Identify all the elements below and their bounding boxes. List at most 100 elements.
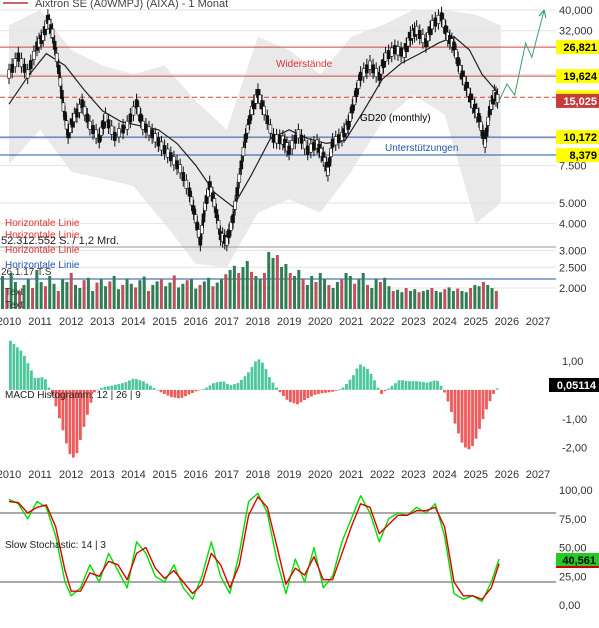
macd-bar bbox=[16, 347, 19, 390]
macd-bar bbox=[474, 389, 478, 439]
year-tick-label: 2016 bbox=[183, 316, 207, 328]
volume-bar bbox=[348, 276, 352, 309]
volume-bar bbox=[185, 280, 189, 309]
horizontale-linie-label-1[interactable]: Horizontale Linie bbox=[5, 218, 80, 229]
candle-body bbox=[22, 63, 27, 73]
price-label-badge: 8,379 bbox=[556, 148, 599, 163]
volume-bar bbox=[1, 276, 5, 309]
text-label-2[interactable]: Text bbox=[5, 300, 24, 311]
volume-bar bbox=[280, 267, 284, 309]
candle-body bbox=[113, 131, 117, 141]
candle-body bbox=[414, 25, 419, 35]
horizontale-linie-label-2[interactable]: Horizontale Linie bbox=[5, 230, 80, 241]
macd-bar bbox=[292, 389, 296, 404]
volume-bar bbox=[35, 270, 39, 309]
volume-bar bbox=[344, 273, 348, 309]
macd-bar bbox=[254, 361, 257, 390]
candle-body bbox=[60, 90, 64, 99]
candle-body bbox=[141, 120, 145, 130]
candle-body bbox=[121, 124, 125, 134]
macd-bar bbox=[453, 389, 457, 424]
volume-bars bbox=[1, 252, 498, 309]
macd-bar bbox=[492, 389, 495, 394]
candle-body bbox=[201, 213, 206, 223]
volume-bar bbox=[104, 286, 108, 309]
candle-body bbox=[479, 121, 483, 131]
candle-body bbox=[374, 68, 378, 78]
stochastic-line bbox=[8, 496, 500, 600]
volume-bar bbox=[301, 279, 305, 309]
macd-bar bbox=[380, 389, 383, 394]
volume-bar bbox=[18, 291, 22, 309]
macd-bar bbox=[450, 389, 453, 413]
volume-bar bbox=[95, 282, 99, 309]
macd-bar bbox=[12, 344, 16, 390]
macd-bar bbox=[54, 389, 58, 407]
volume-bar bbox=[357, 279, 361, 309]
price-label-bg bbox=[556, 148, 599, 163]
volume-bar bbox=[232, 265, 236, 309]
volume-bar bbox=[82, 280, 86, 309]
candle-body bbox=[327, 157, 332, 167]
candle-body bbox=[249, 105, 254, 115]
candle-body bbox=[172, 156, 176, 166]
candle-body bbox=[350, 104, 355, 114]
volume-bar bbox=[267, 252, 271, 309]
macd-bar bbox=[495, 388, 499, 390]
candle-body bbox=[241, 147, 246, 157]
volume-bar bbox=[215, 282, 219, 309]
volume-bar bbox=[31, 288, 35, 309]
candle-body bbox=[235, 187, 239, 197]
candle-body bbox=[379, 65, 384, 75]
macd-bar bbox=[124, 382, 128, 390]
year-tick-label: 2019 bbox=[277, 316, 301, 328]
price-label-bg bbox=[556, 130, 599, 145]
macd-panel: 1,00-1,00-2,00 2010201120122013201420152… bbox=[0, 340, 599, 481]
year-tick-label: 2012 bbox=[59, 469, 83, 481]
candle-body bbox=[454, 49, 458, 59]
candle-body bbox=[417, 30, 422, 39]
macd-bar bbox=[240, 380, 243, 390]
horizontale-linie-label-3[interactable]: Horizontale Linie bbox=[5, 245, 80, 256]
volume-bar bbox=[5, 288, 9, 309]
candle-body bbox=[52, 40, 57, 50]
price-label-text: 15,025 bbox=[563, 96, 597, 108]
volume-bar bbox=[69, 273, 73, 309]
candle-body bbox=[330, 138, 335, 148]
price-x-axis: 2010 2011 2012 2013 2014 2015 2016 2017 2018 2019… bbox=[0, 316, 550, 328]
volume-bar bbox=[473, 285, 477, 309]
candle-body bbox=[460, 70, 465, 80]
candle-body bbox=[187, 187, 192, 197]
candle-body bbox=[72, 113, 77, 123]
candle-body bbox=[245, 124, 250, 134]
macd-bar bbox=[208, 385, 212, 390]
macd-bar bbox=[142, 381, 145, 390]
candle-body bbox=[128, 113, 133, 123]
candle-body bbox=[312, 141, 316, 151]
volume-bar bbox=[228, 270, 232, 309]
macd-bar bbox=[464, 389, 467, 448]
year-tick-label: 2022 bbox=[370, 469, 394, 481]
macd-bar bbox=[376, 387, 380, 390]
candle-body bbox=[99, 126, 104, 136]
price-label-text: 8,379 bbox=[569, 150, 597, 162]
macd-tick-label: -2,00 bbox=[562, 443, 587, 455]
candle-body bbox=[61, 102, 66, 112]
horizontale-linie-label-4[interactable]: Horizontale Linie bbox=[5, 260, 80, 271]
macd-bar bbox=[243, 376, 247, 390]
volume-bar bbox=[181, 283, 185, 309]
candle-body bbox=[466, 87, 471, 97]
candle-body bbox=[277, 135, 282, 144]
stochastic-last-value: 40,561 bbox=[562, 555, 596, 567]
candle-body bbox=[16, 52, 21, 62]
macd-bar bbox=[390, 385, 394, 390]
candle-body bbox=[68, 123, 72, 133]
macd-bar bbox=[359, 364, 362, 390]
candle-body bbox=[97, 133, 102, 143]
candle-body bbox=[165, 148, 170, 158]
macd-bar bbox=[327, 389, 331, 393]
macd-bar bbox=[278, 389, 282, 393]
candle-body bbox=[178, 164, 182, 174]
text-label-1[interactable]: Text bbox=[5, 287, 24, 298]
macd-bar bbox=[411, 381, 415, 390]
